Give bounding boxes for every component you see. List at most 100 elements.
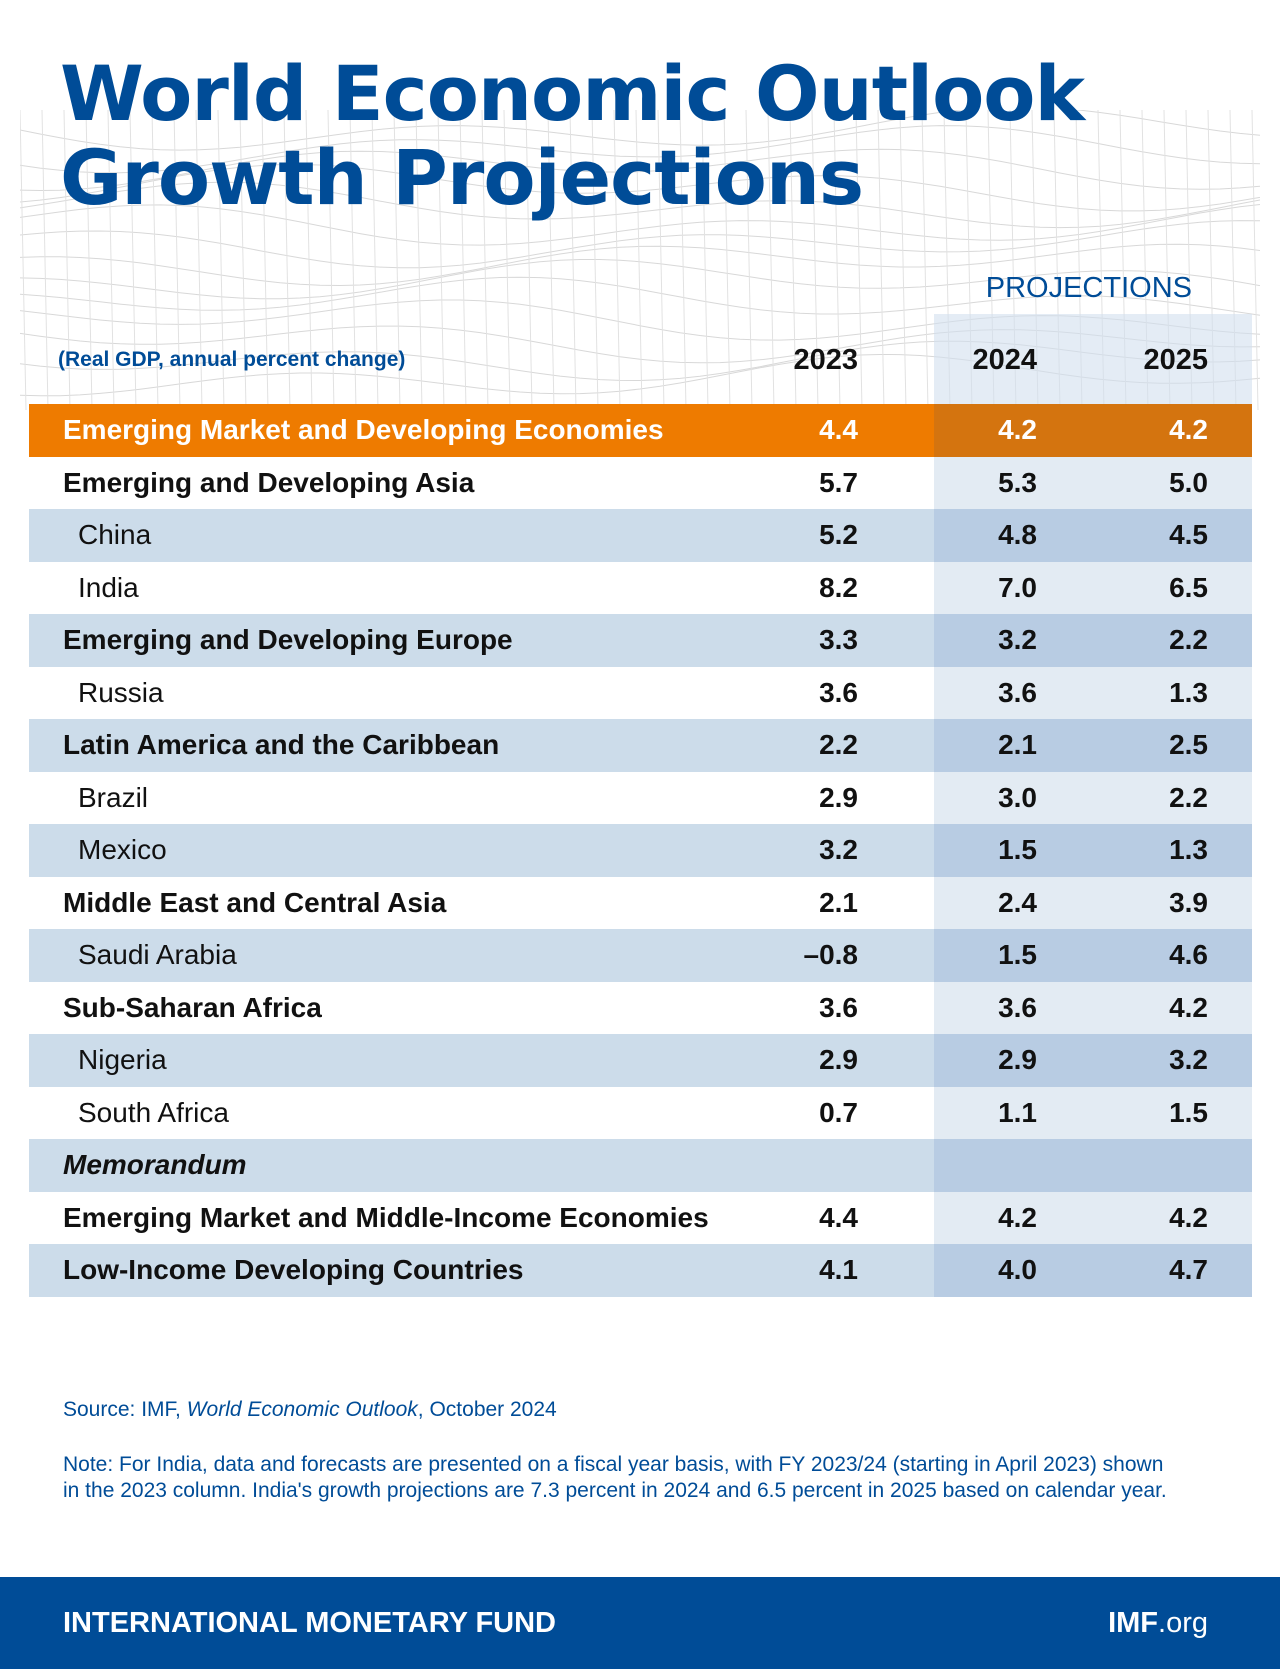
- mesh-line: [239, 110, 247, 410]
- table-row: Brazil 2.9 3.0 2.2: [29, 771, 1252, 824]
- value-2025: 5.0: [1169, 466, 1208, 498]
- mesh-line: [415, 110, 423, 410]
- value-2024: 5.3: [998, 466, 1037, 498]
- value-2023: 2.9: [819, 1044, 858, 1076]
- projection-cell-shade: [934, 404, 1252, 457]
- mesh-line: [63, 110, 71, 410]
- value-2024: 3.6: [998, 991, 1037, 1023]
- mesh-line: [20, 204, 1260, 246]
- value-2024: 4.0: [998, 1254, 1037, 1286]
- value-2025: 1.3: [1169, 676, 1208, 708]
- value-2023: 4.1: [819, 1254, 858, 1286]
- mesh-line: [767, 110, 775, 410]
- value-2023: 0.7: [819, 1096, 858, 1128]
- mesh-line: [261, 110, 269, 410]
- table-row: Saudi Arabia –0.8 1.5 4.6: [29, 929, 1252, 982]
- value-2025: 4.5: [1169, 519, 1208, 551]
- mesh-line: [855, 110, 863, 410]
- mesh-line: [20, 163, 1260, 212]
- projection-cell-shade: [934, 509, 1252, 562]
- mesh-line: [481, 110, 489, 410]
- projection-cell-shade: [934, 1086, 1252, 1139]
- value-2023: 4.4: [819, 414, 858, 446]
- mesh-line: [41, 110, 49, 410]
- value-2025: 1.5: [1169, 1096, 1208, 1128]
- table-row: Sub-Saharan Africa 3.6 3.6 4.2: [29, 981, 1252, 1034]
- mesh-line: [525, 110, 533, 410]
- row-label: South Africa: [78, 1096, 229, 1128]
- value-2025: 3.9: [1169, 886, 1208, 918]
- row-label: China: [78, 519, 152, 551]
- projection-cell-shade: [934, 614, 1252, 667]
- mesh-line: [20, 148, 1260, 192]
- year-header-2024: 2024: [972, 344, 1037, 376]
- value-2024: 4.2: [998, 1201, 1037, 1233]
- mesh-line: [657, 110, 665, 410]
- row-label: Latin America and the Caribbean: [63, 729, 500, 761]
- title-line-1: World Economic Outlook: [60, 49, 1085, 138]
- row-label: Sub-Saharan Africa: [63, 991, 322, 1023]
- site-rest: .org: [1158, 1607, 1208, 1639]
- site-bold: IMF: [1108, 1607, 1159, 1639]
- mesh-line: [701, 110, 709, 410]
- mesh-line: [85, 110, 93, 410]
- mesh-line: [217, 110, 225, 410]
- value-2023: 3.3: [819, 624, 858, 656]
- row-label: India: [78, 571, 139, 603]
- value-2023: 3.6: [819, 991, 858, 1023]
- row-label: Brazil: [78, 781, 149, 813]
- source-note: Source: IMF, World Economic Outlook, Oct…: [63, 1398, 557, 1422]
- mesh-line: [20, 181, 1260, 229]
- table-row: Nigeria 2.9 2.9 3.2: [29, 1034, 1252, 1087]
- projection-cell-shade: [934, 1139, 1252, 1192]
- row-label: Middle East and Central Asia: [63, 886, 447, 918]
- row-label: Emerging Market and Middle-Income Econom…: [63, 1201, 709, 1233]
- projection-cell-shade: [934, 1244, 1252, 1297]
- source-prefix: Source: IMF,: [63, 1398, 187, 1421]
- value-2024: 2.4: [998, 886, 1037, 918]
- source-suffix: , October 2024: [417, 1398, 557, 1421]
- value-2023: 8.2: [819, 571, 858, 603]
- value-2025: 2.5: [1169, 729, 1208, 761]
- value-2023: 2.1: [819, 886, 858, 918]
- value-2023: 5.2: [819, 519, 858, 551]
- mesh-line: [173, 110, 181, 410]
- site-link[interactable]: IMF.org: [1108, 1607, 1208, 1640]
- table-row: Mexico 3.2 1.5 1.3: [29, 824, 1252, 877]
- value-2023: 2.9: [819, 781, 858, 813]
- table-row: Emerging and Developing Europe 3.3 3.2 2.2: [29, 614, 1252, 667]
- projection-cell-shade: [934, 981, 1252, 1034]
- row-label: Saudi Arabia: [78, 939, 237, 971]
- value-2024: 3.6: [998, 676, 1037, 708]
- mesh-line: [327, 110, 335, 410]
- mesh-line: [745, 110, 753, 410]
- mesh-line: [20, 259, 1260, 300]
- mesh-line: [20, 220, 1260, 269]
- value-2025: 4.6: [1169, 939, 1208, 971]
- row-label: Emerging and Developing Europe: [63, 624, 513, 656]
- mesh-line: [20, 110, 27, 410]
- value-2024: 3.2: [998, 624, 1037, 656]
- value-2025: 4.2: [1169, 414, 1208, 446]
- value-2023: 5.7: [819, 466, 858, 498]
- table-row: Latin America and the Caribbean 2.2 2.1 2.5: [29, 719, 1252, 772]
- mesh-line: [877, 110, 885, 410]
- value-2025: 4.2: [1169, 1201, 1208, 1233]
- projection-cell-shade: [934, 719, 1252, 772]
- mesh-line: [811, 110, 819, 410]
- mesh-line: [1251, 110, 1259, 410]
- mesh-line: [20, 110, 1260, 151]
- mesh-line: [437, 110, 445, 410]
- mesh-line: [635, 110, 643, 410]
- mesh-line: [349, 110, 357, 410]
- mesh-line: [789, 110, 797, 410]
- mesh-line: [503, 110, 511, 410]
- table-row: Russia 3.6 3.6 1.3: [29, 666, 1252, 719]
- value-2024: 7.0: [998, 571, 1037, 603]
- value-2024: 1.5: [998, 834, 1037, 866]
- mesh-line: [591, 110, 599, 410]
- units-subtitle: (Real GDP, annual percent change): [58, 348, 406, 371]
- table-row: China 5.2 4.8 4.5: [29, 509, 1252, 562]
- value-2025: 4.7: [1169, 1254, 1208, 1286]
- table-row: Emerging Market and Middle-Income Econom…: [29, 1191, 1252, 1244]
